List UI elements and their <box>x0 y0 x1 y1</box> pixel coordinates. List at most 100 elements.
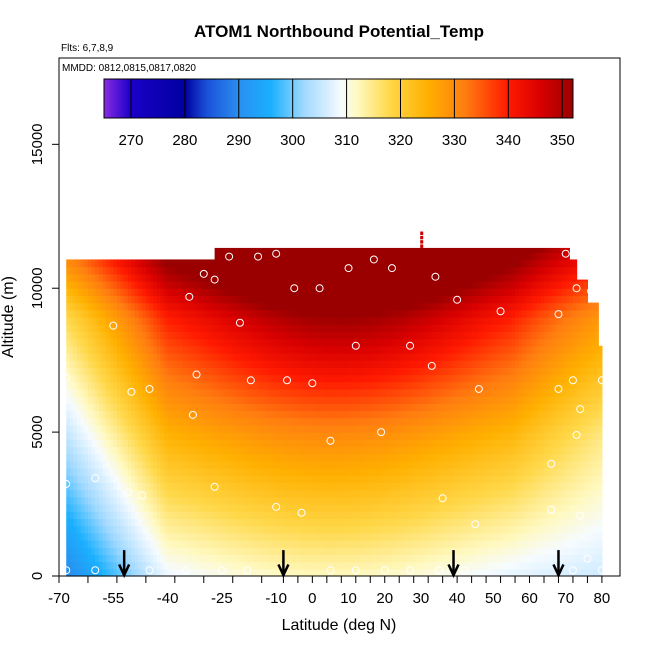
heatmap-cell <box>323 547 328 556</box>
heatmap-cell <box>261 259 266 268</box>
heatmap-cell <box>334 295 339 304</box>
heatmap-cell <box>312 453 317 462</box>
heatmap-cell <box>319 345 324 354</box>
heatmap-cell <box>192 374 198 383</box>
heatmap-cell <box>330 367 335 376</box>
heatmap-cell <box>84 331 89 340</box>
heatmap-cell <box>370 288 375 297</box>
heatmap-cell <box>352 295 357 304</box>
heatmap-cell <box>373 424 379 433</box>
heatmap-cell <box>388 345 393 354</box>
heatmap-cell <box>308 360 313 368</box>
heatmap-cell <box>247 554 252 563</box>
heatmap-cell <box>399 439 404 448</box>
heatmap-cell <box>106 273 111 282</box>
heatmap-cell <box>366 273 371 282</box>
heatmap-cell <box>84 281 89 289</box>
heatmap-cell <box>229 554 234 563</box>
heatmap-cell <box>294 345 299 354</box>
heatmap-cell <box>200 568 205 577</box>
heatmap-cell <box>127 511 132 520</box>
heatmap-cell <box>272 367 277 376</box>
heatmap-cell <box>319 295 324 304</box>
heatmap-cell <box>138 367 143 376</box>
heatmap-cell <box>116 388 122 397</box>
heatmap-cell <box>326 331 332 340</box>
heatmap-cell <box>232 410 237 419</box>
heatmap-cell <box>116 554 122 563</box>
heatmap-cell <box>272 547 277 556</box>
heatmap-cell <box>417 547 422 556</box>
heatmap-cell <box>391 410 397 419</box>
heatmap-cell <box>457 367 462 376</box>
heatmap-cell <box>258 309 263 318</box>
heatmap-cell <box>406 496 411 505</box>
heatmap-cell <box>352 381 357 390</box>
heatmap-cell <box>149 460 154 469</box>
heatmap-cell <box>225 309 230 318</box>
heatmap-cell <box>402 518 408 527</box>
heatmap-cell <box>272 345 277 354</box>
heatmap-cell <box>261 568 266 577</box>
heatmap-cell <box>315 439 321 448</box>
heatmap-cell <box>312 295 317 304</box>
heatmap-cell <box>116 424 122 433</box>
heatmap-cell <box>124 259 129 268</box>
heatmap-cell <box>457 396 462 404</box>
heatmap-cell <box>446 540 451 548</box>
heatmap-cell <box>453 489 458 498</box>
heatmap-cell <box>420 439 426 448</box>
heatmap-cell <box>265 504 270 512</box>
heatmap-cell <box>410 518 415 527</box>
heatmap-cell <box>457 281 462 289</box>
heatmap-cell <box>247 532 252 541</box>
heatmap-cell <box>261 403 266 412</box>
heatmap-cell <box>312 532 317 541</box>
heatmap-cell <box>453 453 458 462</box>
heatmap-cell <box>221 403 227 412</box>
heatmap-cell <box>373 324 379 332</box>
heatmap-cell <box>250 475 256 484</box>
heatmap-cell <box>73 367 78 376</box>
heatmap-cell <box>399 540 404 548</box>
heatmap-cell <box>315 468 321 476</box>
heatmap-cell <box>254 511 259 520</box>
heatmap-cell <box>435 525 440 534</box>
heatmap-cell <box>200 309 205 318</box>
heatmap-cell <box>287 302 292 311</box>
heatmap-cell <box>243 281 248 289</box>
heatmap-cell <box>305 388 310 397</box>
heatmap-cell <box>77 525 82 534</box>
heatmap-cell <box>243 568 248 577</box>
heatmap-cell <box>95 324 100 332</box>
heatmap-cell <box>106 525 111 534</box>
heatmap-cell <box>276 496 281 505</box>
heatmap-cell <box>297 424 303 433</box>
heatmap-cell <box>290 309 295 318</box>
heatmap-cell <box>384 252 389 261</box>
heatmap-cell <box>439 475 444 484</box>
heatmap-cell <box>410 504 415 512</box>
heatmap-cell <box>352 511 357 520</box>
heatmap-cell <box>315 345 321 354</box>
heatmap-cell <box>435 374 440 383</box>
heatmap-cell <box>250 468 256 476</box>
heatmap-cell <box>73 302 78 311</box>
heatmap-cell <box>272 352 277 361</box>
heatmap-cell <box>305 281 310 289</box>
heatmap-cell <box>189 410 194 419</box>
heatmap-cell <box>229 468 234 476</box>
heatmap-cell <box>428 453 433 462</box>
heatmap-cell <box>192 417 198 426</box>
heatmap-cell <box>207 381 212 390</box>
heatmap-cell <box>395 468 400 476</box>
heatmap-cell <box>391 525 397 534</box>
heatmap-cell <box>373 288 379 297</box>
heatmap-cell <box>178 504 183 512</box>
heatmap-cell <box>406 266 411 275</box>
heatmap-cell <box>301 388 306 397</box>
heatmap-cell <box>308 259 313 268</box>
heatmap-cell <box>163 511 169 520</box>
heatmap-cell <box>442 403 447 412</box>
heatmap-cell <box>283 309 288 318</box>
